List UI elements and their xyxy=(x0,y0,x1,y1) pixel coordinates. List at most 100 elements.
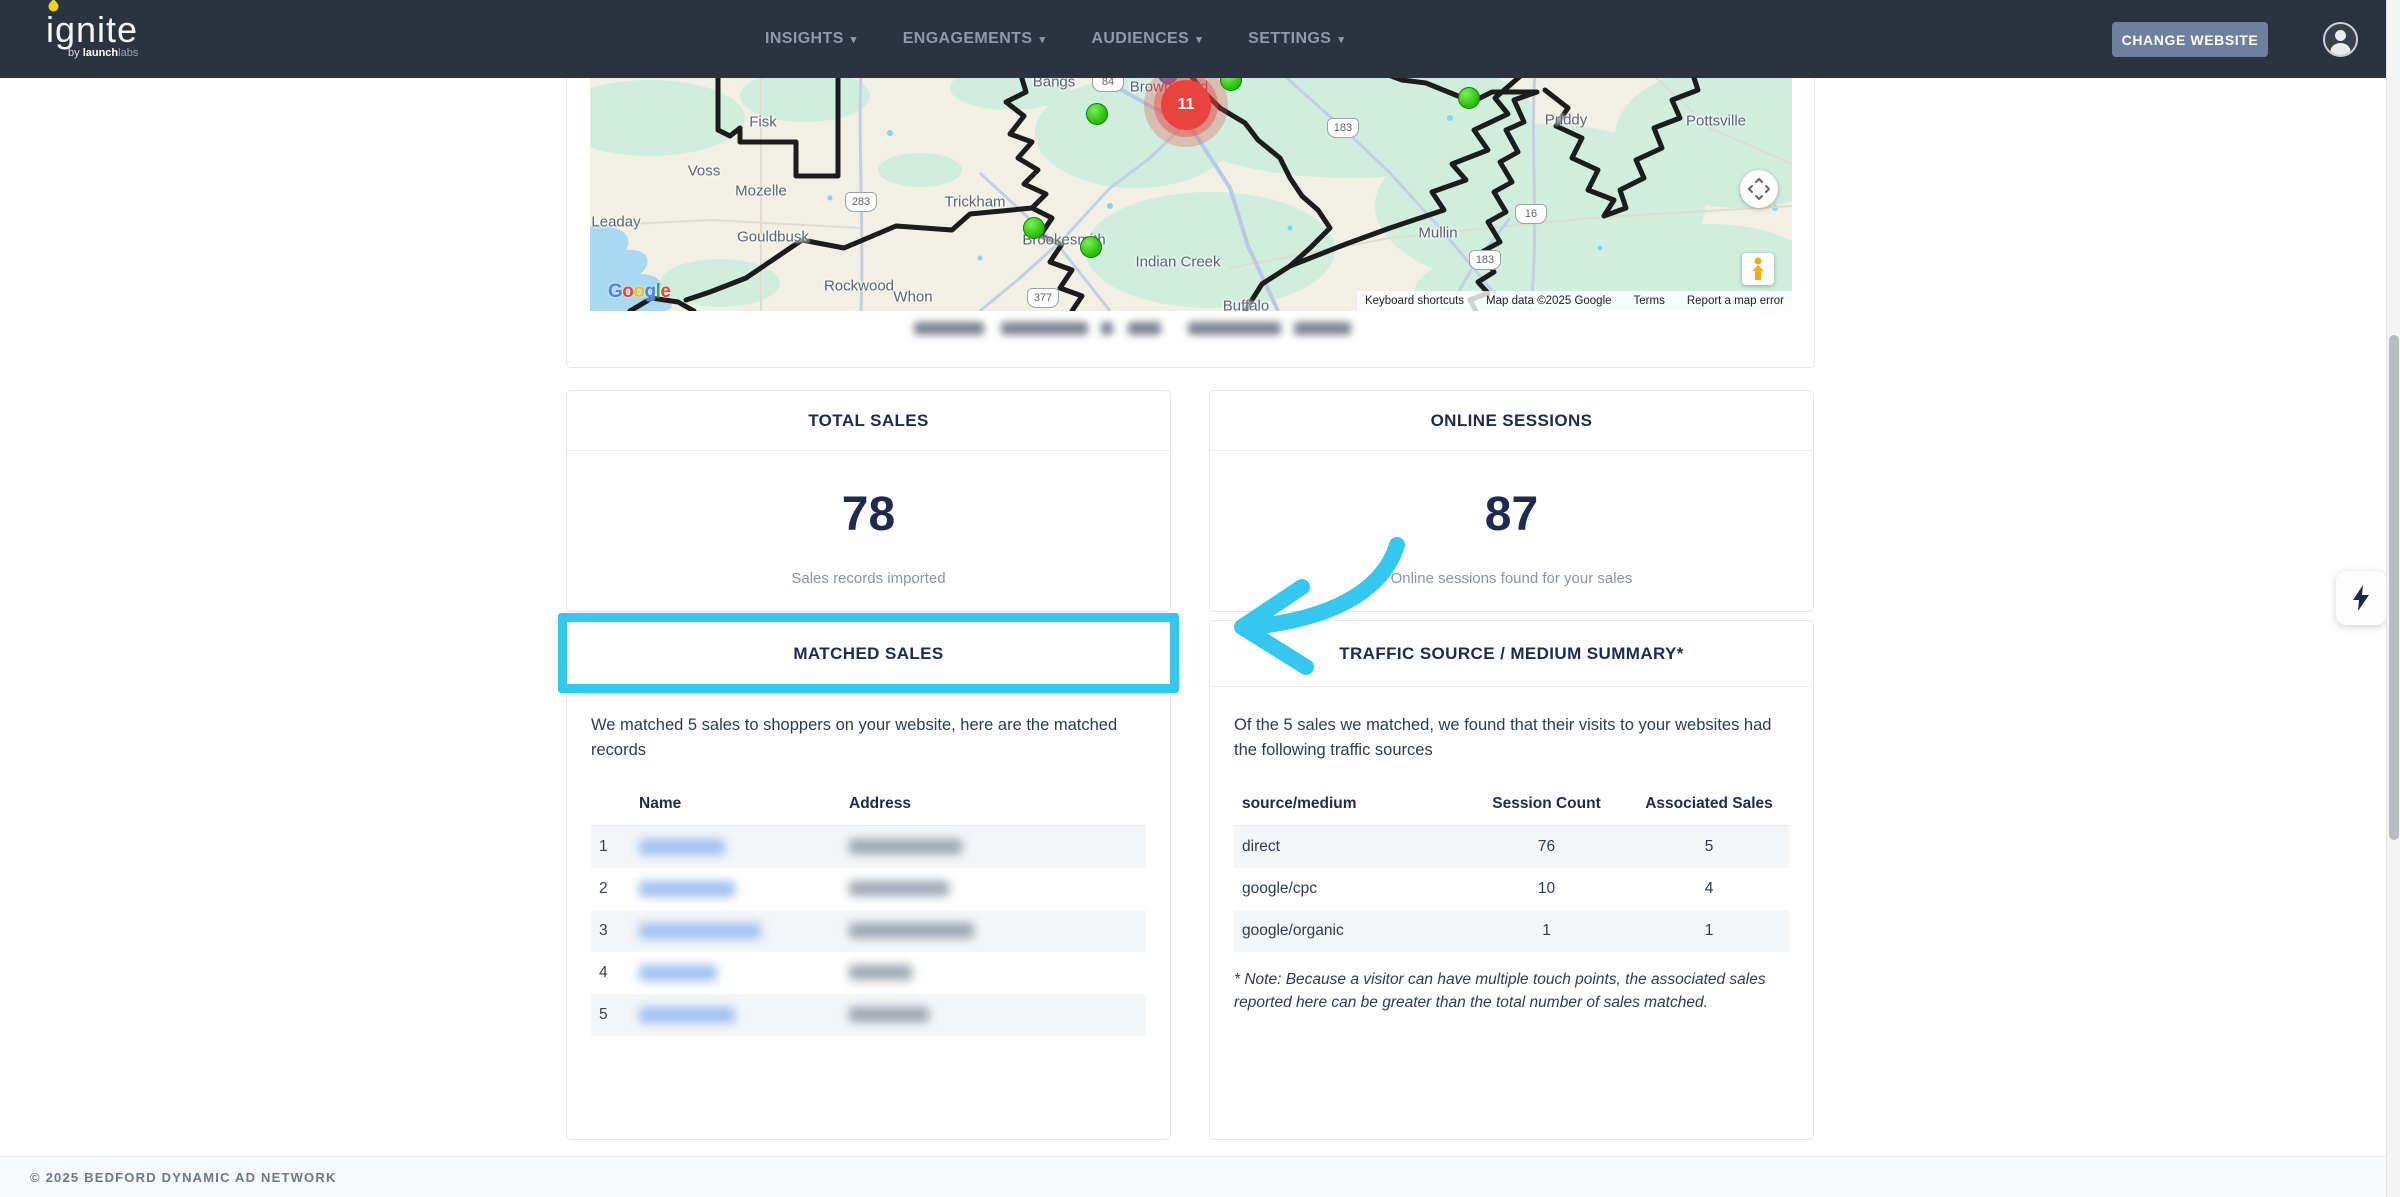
redacted-legend-segment xyxy=(1128,322,1161,335)
map-label: Whon xyxy=(893,288,933,306)
redacted-name-link[interactable] xyxy=(639,880,735,897)
table-row: google/cpc 10 4 xyxy=(1234,868,1789,910)
quick-actions-fab[interactable] xyxy=(2336,571,2386,625)
sales-cell: 1 xyxy=(1629,909,1789,952)
map-label: Pottsville xyxy=(1685,112,1747,130)
column-header-address: Address xyxy=(841,782,1146,826)
lightning-bolt-icon xyxy=(2353,585,2369,611)
source-cell: google/cpc xyxy=(1242,879,1317,897)
traffic-summary-description: Of the 5 sales we matched, we found that… xyxy=(1234,716,1772,759)
brand-logo[interactable]: ignite by launchlabs xyxy=(46,0,139,59)
traffic-note: * Note: Because a visitor can have multi… xyxy=(1234,970,1766,1011)
sales-cell: 5 xyxy=(1629,825,1789,868)
column-header-source: source/medium xyxy=(1234,782,1464,826)
map-marker-green[interactable] xyxy=(1458,87,1480,109)
row-index: 3 xyxy=(591,909,631,952)
redacted-address xyxy=(849,965,912,980)
sessions-cell: 1 xyxy=(1464,909,1629,952)
copyright-text: © 2025 BEDFORD DYNAMIC AD NETWORK xyxy=(30,1169,337,1185)
online-sessions-value: 87 xyxy=(1484,488,1539,541)
online-sessions-header: ONLINE SESSIONS xyxy=(1210,391,1813,451)
google-logo[interactable]: Google xyxy=(608,281,671,302)
map-marker-green[interactable] xyxy=(1080,236,1102,258)
traffic-table: source/medium Session Count Associated S… xyxy=(1234,782,1789,952)
user-avatar[interactable] xyxy=(2323,22,2358,57)
total-sales-subtitle: Sales records imported xyxy=(791,570,946,587)
nav-item-audiences[interactable]: AUDIENCES ▾ xyxy=(1091,30,1203,47)
total-sales-card: TOTAL SALES 78 Sales records imported xyxy=(566,390,1171,612)
nav-item-settings[interactable]: SETTINGS ▾ xyxy=(1248,30,1345,47)
chevron-down-icon: ▾ xyxy=(1338,33,1345,46)
total-sales-title: TOTAL SALES xyxy=(808,410,929,430)
column-header-name: Name xyxy=(631,782,841,826)
terms-link[interactable]: Terms xyxy=(1633,295,1665,307)
table-row: direct 76 5 xyxy=(1234,825,1789,868)
pegman-icon xyxy=(1752,257,1764,280)
change-website-button[interactable]: CHANGE WEBSITE xyxy=(2112,22,2268,57)
main-nav: INSIGHTS ▾ ENGAGEMENTS ▾ AUDIENCES ▾ SETTIN… xyxy=(765,0,1344,78)
table-row: 5 xyxy=(591,993,1146,1036)
map-label: Mullin xyxy=(1418,224,1458,242)
redacted-address xyxy=(849,839,962,854)
scrollbar-thumb[interactable] xyxy=(2389,335,2399,840)
scrollbar[interactable] xyxy=(2386,0,2400,1197)
redacted-name-link[interactable] xyxy=(639,922,761,939)
online-sessions-card: ONLINE SESSIONS 87 Online sessions found… xyxy=(1209,390,1814,612)
row-index: 5 xyxy=(591,993,631,1036)
redacted-name-link[interactable] xyxy=(639,1006,735,1023)
route-shield: 84 xyxy=(1092,78,1124,92)
map-attribution: Keyboard shortcuts Map data ©2025 Google… xyxy=(1356,291,1792,311)
redacted-address xyxy=(849,881,949,896)
navbar: ignite by launchlabs INSIGHTS ▾ ENGAGEMEN… xyxy=(0,0,2400,78)
map-cluster-marker[interactable]: 11 xyxy=(1161,80,1211,130)
table-row: 4 xyxy=(591,952,1146,994)
traffic-summary-header: TRAFFIC SOURCE / MEDIUM SUMMARY* xyxy=(1210,621,1813,687)
table-row: 3 xyxy=(591,909,1146,952)
source-cell: direct xyxy=(1234,825,1464,868)
keyboard-shortcuts-link[interactable]: Keyboard shortcuts xyxy=(1364,295,1465,307)
matched-sales-header: MATCHED SALES xyxy=(567,621,1170,687)
nav-item-insights[interactable]: INSIGHTS ▾ xyxy=(765,30,857,47)
column-header-associated-sales: Associated Sales xyxy=(1629,782,1789,826)
google-map[interactable]: Fisk Voss Mozelle Leaday Gouldbusk Trick… xyxy=(590,78,1792,311)
footer: © 2025 BEDFORD DYNAMIC AD NETWORK xyxy=(0,1156,2400,1197)
route-shield: 183 xyxy=(1327,118,1359,138)
report-map-error-link[interactable]: Report a map error xyxy=(1686,295,1784,307)
map-marker-green[interactable] xyxy=(1086,103,1108,125)
map-label: Mozelle xyxy=(735,182,787,200)
redacted-name-link[interactable] xyxy=(639,964,717,981)
chevron-down-icon: ▾ xyxy=(1039,33,1046,46)
map-card: Fisk Voss Mozelle Leaday Gouldbusk Trick… xyxy=(566,78,1815,368)
logo-wordmark: ignite xyxy=(46,0,138,50)
table-row: 1 xyxy=(591,825,1146,868)
nav-item-engagements[interactable]: ENGAGEMENTS ▾ xyxy=(902,30,1046,47)
online-sessions-title: ONLINE SESSIONS xyxy=(1430,410,1593,430)
map-label: Indian Creek xyxy=(1135,253,1221,271)
redacted-legend-segment xyxy=(914,322,984,335)
street-view-pegman[interactable] xyxy=(1742,253,1774,285)
map-label: Buffalo xyxy=(1222,297,1270,312)
traffic-summary-card: TRAFFIC SOURCE / MEDIUM SUMMARY* Of the … xyxy=(1209,620,1814,1140)
map-label: Gouldbusk xyxy=(737,228,809,246)
map-label: Fisk xyxy=(749,113,777,131)
fullscreen-icon xyxy=(1748,178,1770,200)
logo-byline: by launchlabs xyxy=(68,47,139,59)
user-icon xyxy=(2330,30,2351,55)
map-data-text: Map data ©2025 Google xyxy=(1486,295,1612,307)
map-label: Voss xyxy=(687,162,721,180)
row-index: 4 xyxy=(599,963,608,981)
sessions-cell: 10 xyxy=(1537,879,1556,897)
column-header-sessions: Session Count xyxy=(1464,782,1629,826)
map-marker-green[interactable] xyxy=(1023,217,1045,239)
matched-sales-title: MATCHED SALES xyxy=(793,643,944,663)
map-label: Leaday xyxy=(591,213,641,231)
table-row: 2 xyxy=(591,868,1146,910)
map-label: Bangs xyxy=(1032,78,1076,91)
map-label: Trickham xyxy=(944,193,1006,211)
fullscreen-control[interactable] xyxy=(1740,170,1778,208)
route-shield: 283 xyxy=(845,192,877,212)
redacted-name-link[interactable] xyxy=(639,838,725,855)
matched-sales-description: We matched 5 sales to shoppers on your w… xyxy=(591,716,1118,759)
online-sessions-subtitle: Online sessions found for your sales xyxy=(1390,570,1633,587)
